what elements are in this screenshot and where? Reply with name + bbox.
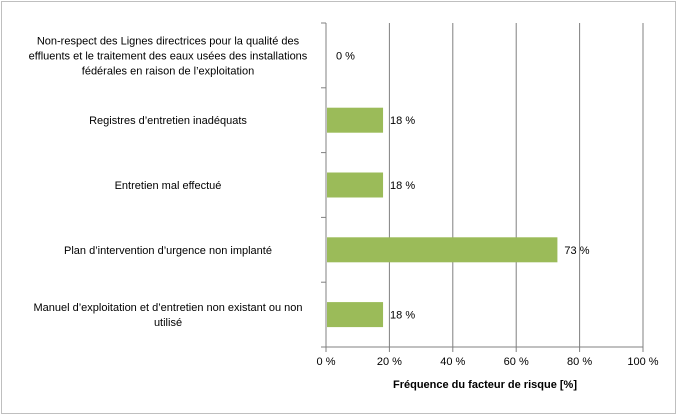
x-tick-label: 20 %: [377, 356, 402, 368]
x-tick-label: 0 %: [317, 356, 336, 368]
x-tick-label: 40 %: [440, 356, 465, 368]
x-axis-title: Fréquence du facteur de risque [%]: [393, 379, 577, 391]
x-tick-label: 80 %: [567, 356, 592, 368]
data-label: 18 %: [390, 310, 415, 322]
data-label: 0 %: [336, 50, 355, 62]
bar: [327, 107, 384, 133]
data-label: 18 %: [390, 180, 415, 192]
category-label-line: utilisé: [154, 317, 182, 329]
axes: [321, 22, 644, 352]
x-tick-label: 100 %: [627, 356, 658, 368]
data-label: 18 %: [390, 115, 415, 127]
category-label: Non-respect des Lignes directrices pour …: [29, 35, 308, 77]
category-label: Manuel d’exploitation et d’entretien non…: [33, 302, 302, 329]
category-label-line: Entretien mal effectué: [115, 180, 222, 192]
bars: [327, 107, 558, 328]
category-label: Registres d’entretien inadéquats: [89, 115, 247, 127]
bar: [327, 237, 558, 263]
category-label: Entretien mal effectué: [115, 180, 222, 192]
category-label-line: Registres d’entretien inadéquats: [89, 115, 247, 127]
data-label: 73 %: [564, 245, 589, 257]
labels: 0 % 20 % 40 % 60 % 80 % 100 % 0 % Non-respect d…: [29, 35, 659, 368]
category-label-line: Non-respect des Lignes directrices pour …: [37, 35, 300, 47]
bar: [327, 302, 384, 328]
gridlines: [388, 23, 644, 347]
category-label-line: effluents et le traitement des eaux usée…: [29, 50, 308, 62]
category-label-line: Manuel d’exploitation et d’entretien non…: [33, 302, 302, 314]
bar: [327, 172, 384, 198]
category-label-line: Plan d’intervention d’urgence non implan…: [64, 245, 272, 257]
category-label: Plan d’intervention d’urgence non implan…: [64, 245, 272, 257]
x-tick-label: 60 %: [504, 356, 529, 368]
category-label-line: fédérales en raison de l’exploitation: [82, 65, 254, 77]
